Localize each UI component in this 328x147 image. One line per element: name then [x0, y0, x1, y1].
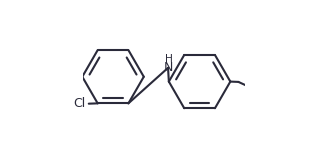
Text: N: N: [164, 61, 174, 74]
Text: H: H: [165, 54, 173, 64]
Text: Cl: Cl: [73, 97, 86, 110]
